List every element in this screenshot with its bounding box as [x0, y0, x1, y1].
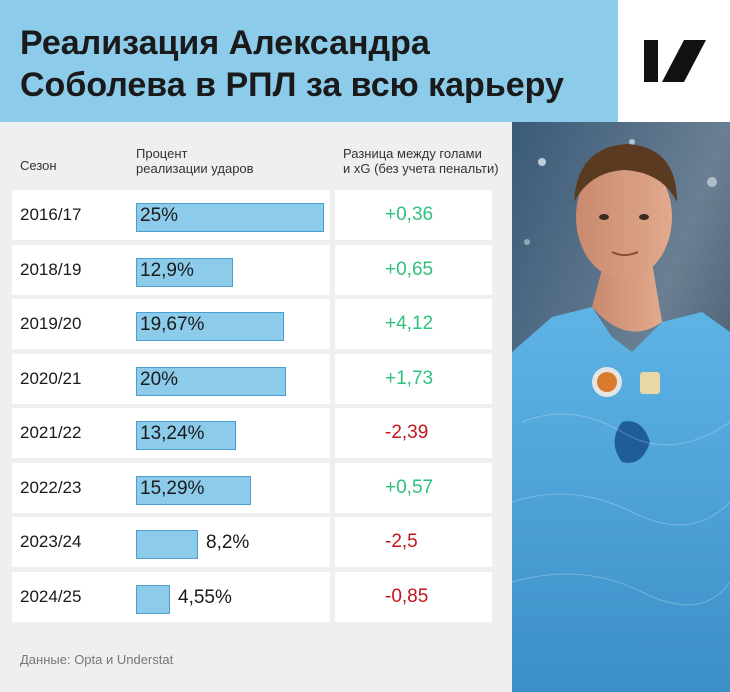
row-cell-diff	[335, 462, 492, 513]
pct-label: 19,67%	[140, 314, 205, 335]
pct-label: 8,2%	[206, 532, 250, 553]
xg-diff-value: -0,85	[385, 585, 429, 607]
pct-label: 4,55%	[178, 586, 232, 608]
logo	[618, 0, 730, 122]
table-row: 2019/20 19,67% +4,12	[12, 299, 492, 349]
source-note: Данные: Opta и Understat	[20, 652, 174, 667]
table-row: 2016/17 25% +0,36	[12, 190, 492, 240]
season-label: 2020/21	[20, 368, 82, 388]
header-banner: Реализация Александра Соболева в РПЛ за …	[0, 0, 730, 122]
header-pct-line-1: Процент	[136, 146, 188, 161]
row-cell-diff	[335, 571, 492, 622]
pct-label: 12,9%	[140, 259, 194, 281]
pct-bar	[136, 584, 170, 614]
season-label: 2018/19	[20, 259, 82, 279]
pct-bar	[136, 366, 286, 396]
season-label: 2016/17	[20, 205, 82, 224]
xg-diff-value: +0,57	[385, 476, 434, 498]
table-row: 2018/19 12,9% +0,65	[12, 244, 492, 295]
header-diff-line-2: и xG (без учета пенальти)	[343, 161, 499, 176]
pct-label: 15,29%	[140, 477, 205, 499]
player-photo	[512, 122, 730, 692]
header-pct-line-2: реализации ударов	[136, 161, 254, 176]
table-row: 2023/24 8,2% -2,5	[12, 517, 492, 567]
row-cell-diff	[335, 408, 492, 458]
title-line-1: Реализация Александра	[20, 24, 430, 62]
pct-label: 13,24%	[140, 423, 205, 444]
xg-diff-value: +0,36	[385, 204, 434, 225]
header-diff-line-1: Разница между голами	[343, 146, 482, 161]
row-cell-diff	[335, 517, 492, 567]
pct-bar	[136, 530, 198, 559]
pct-label: 20%	[140, 368, 179, 390]
season-label: 2019/20	[20, 314, 82, 333]
season-label: 2024/25	[20, 586, 82, 606]
table-row: 2021/22 13,24% -2,39	[12, 408, 492, 458]
brand-logo-icon	[644, 40, 706, 82]
title-line-2: Соболева в РПЛ за всю карьеру	[20, 66, 564, 104]
season-label: 2023/24	[20, 532, 82, 551]
season-label: 2021/22	[20, 423, 82, 442]
pct-bar	[136, 475, 251, 505]
header-diff: Разница между голами и xG (без учета пен…	[343, 146, 499, 176]
xg-diff-value: -2,5	[385, 531, 418, 552]
xg-diff-value: +1,73	[385, 367, 434, 389]
pct-bar	[136, 421, 236, 450]
xg-diff-value: +0,65	[385, 258, 434, 280]
header-pct: Процент реализации ударов	[136, 146, 254, 176]
row-cell-diff	[335, 244, 492, 295]
row-cell-main	[12, 571, 330, 622]
table-row: 2022/23 15,29% +0,57	[12, 462, 492, 513]
row-cell-diff	[335, 190, 492, 240]
pct-bar	[136, 312, 284, 341]
row-cell-diff	[335, 299, 492, 349]
table-row: 2020/21 20% +1,73	[12, 353, 492, 404]
season-label: 2022/23	[20, 477, 82, 497]
pct-bar	[136, 257, 233, 287]
row-cell-diff	[335, 353, 492, 404]
table-row: 2024/25 4,55% -0,85	[12, 571, 492, 622]
pct-bar	[136, 203, 324, 232]
xg-diff-value: -2,39	[385, 422, 429, 443]
header-season: Сезон	[20, 158, 57, 173]
xg-diff-value: +4,12	[385, 313, 434, 334]
pct-label: 25%	[140, 205, 179, 226]
chart-title: Реализация Александра Соболева в РПЛ за …	[20, 22, 610, 106]
